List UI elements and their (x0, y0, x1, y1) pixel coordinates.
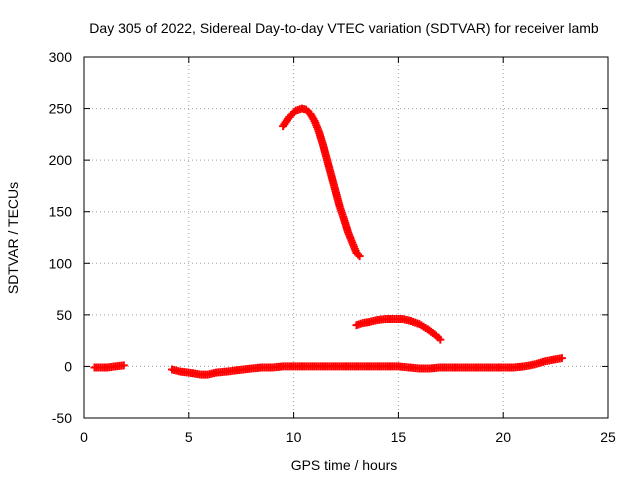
data-point-interp (322, 154, 331, 163)
data-point-interp (330, 185, 339, 194)
data-point-interp (356, 319, 365, 328)
data-point-interp (528, 360, 537, 369)
data-point-interp (326, 169, 335, 178)
data-point-interp (343, 226, 352, 235)
x-axis-label: GPS time / hours (291, 457, 398, 473)
y-tick-label: -50 (52, 410, 72, 426)
x-tick-label: 5 (185, 429, 193, 445)
data-point-interp (339, 212, 348, 221)
data-point-interp (300, 105, 309, 114)
y-tick-label: 250 (49, 101, 73, 117)
data-point-interp (539, 357, 548, 366)
y-tick-label: 50 (56, 307, 72, 323)
series-baseline (90, 354, 566, 379)
data-point-interp (117, 361, 126, 370)
y-tick-label: 150 (49, 204, 73, 220)
data-point-interp (347, 236, 356, 245)
series-mid-arc (352, 314, 445, 344)
y-axis-label: SDTVAR / TECUs (5, 182, 21, 294)
data-point-interp (434, 333, 443, 342)
x-tick-label: 0 (80, 429, 88, 445)
x-tick-label: 10 (286, 429, 302, 445)
series-high-arc (279, 104, 364, 261)
plot-frame (83, 56, 609, 419)
x-tick-label: 15 (391, 429, 407, 445)
data-point-interp (354, 250, 363, 259)
data-point-interp (335, 200, 344, 209)
data-point (355, 252, 364, 261)
x-tick-label: 25 (600, 429, 616, 445)
x-tick-label: 20 (495, 429, 511, 445)
y-tick-label: 0 (64, 358, 72, 374)
axis-ticks: 0 5 10 15 20 25 -50 0 50 100 150 200 250 300 (49, 49, 616, 445)
y-tick-label: 200 (49, 152, 73, 168)
data-point-interp (404, 316, 413, 325)
data-point-interp (313, 125, 322, 134)
y-tick-label: 100 (49, 255, 73, 271)
data-series (90, 104, 566, 379)
data-point-interp (318, 138, 327, 147)
data-point-interp (413, 319, 422, 328)
data-point-interp (288, 109, 297, 118)
chart-title: Day 305 of 2022, Sidereal Day-to-day VTE… (89, 20, 599, 36)
data-point-interp (555, 354, 564, 363)
y-tick-label: 300 (49, 49, 73, 65)
